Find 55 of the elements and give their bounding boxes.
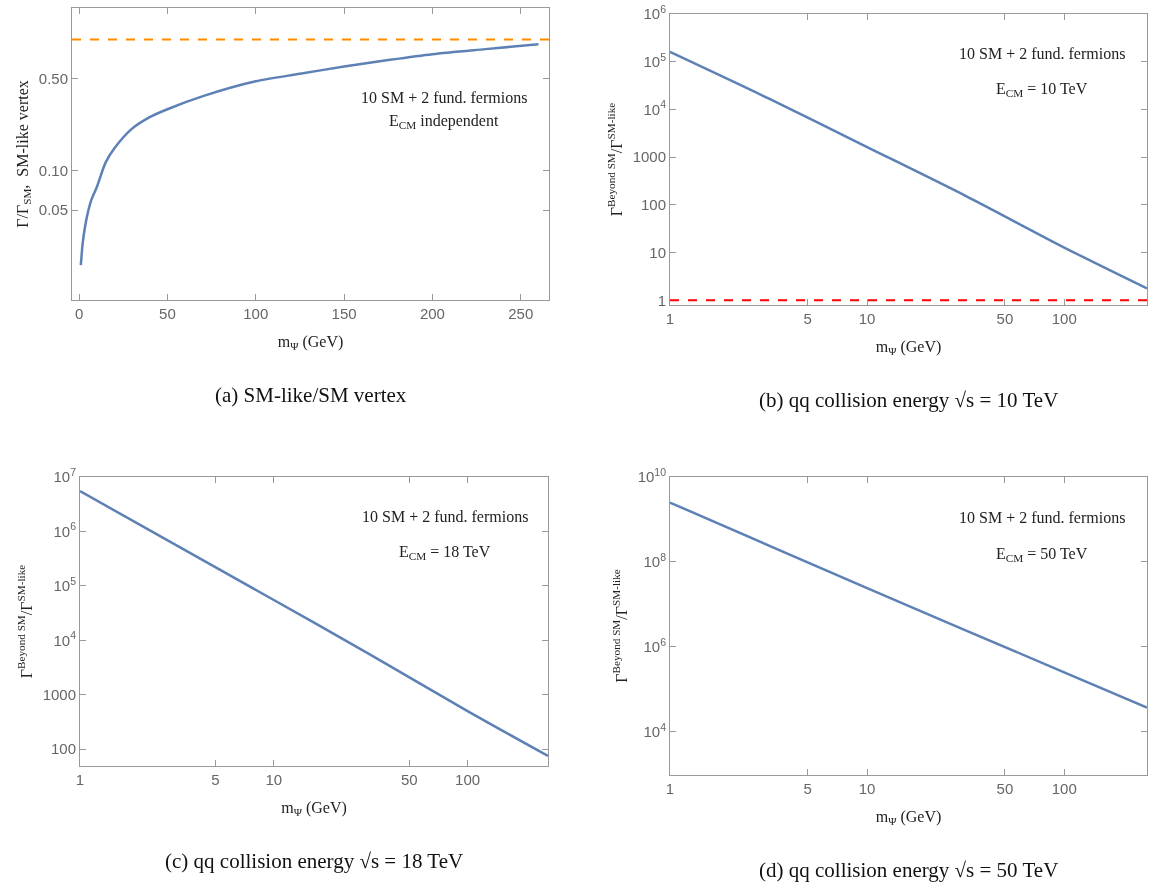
- line-series: [79, 43, 540, 267]
- x-tick-label: 100: [455, 771, 481, 788]
- x-axis-title: m$_{Ψ}$ (GeV): [281, 798, 347, 819]
- y-tick-label: 10$^{5}$: [643, 50, 667, 70]
- annotation: 10 SM + 2 fund. fermions: [361, 89, 528, 106]
- annotation: E$_{CM}$ = 10 TeV: [996, 80, 1088, 100]
- y-tick-label: 10$^{4}$: [53, 629, 77, 649]
- x-tick-label: 5: [211, 771, 220, 788]
- y-tick-label: 10$^{7}$: [53, 465, 77, 486]
- x-tick-label: 0: [74, 305, 84, 322]
- annotation: E$_{CM}$ = 18 TeV: [399, 543, 491, 563]
- y-tick-label: 10$^{10}$: [637, 465, 667, 486]
- text: (b) qq collision energy √s = 10 TeV: [759, 388, 1059, 412]
- x-tick-label: 50: [996, 310, 1014, 327]
- annotation: E$_{CM}$ independent: [389, 112, 499, 132]
- y-tick-label: 10$^{8}$: [643, 550, 667, 571]
- text: (a) SM-like/SM vertex: [215, 383, 407, 407]
- x-tick-label: 100: [1051, 780, 1077, 797]
- y-tick-label: 0.10: [38, 161, 68, 179]
- text: (c) qq collision energy √s = 18 TeV: [165, 849, 464, 873]
- x-tick-label: 10: [858, 780, 876, 797]
- y-tick-label: 10$^{5}$: [53, 574, 77, 595]
- y-tick-label: 10$^{4}$: [643, 720, 667, 740]
- x-tick-label: 10: [265, 771, 283, 788]
- y-tick-label: 10: [649, 243, 666, 261]
- x-axis-title: m$_{Ψ}$ (GeV): [277, 332, 344, 353]
- x-tick-label: 50: [996, 780, 1014, 797]
- x-tick-label: 150: [331, 305, 357, 322]
- y-tick-label: 1: [657, 291, 666, 309]
- x-tick-label: 100: [243, 305, 269, 322]
- text: (d) qq collision energy √s = 50 TeV: [759, 858, 1059, 882]
- y-tick-label: 10$^{4}$: [643, 98, 667, 118]
- x-tick-label: 50: [400, 771, 418, 788]
- y-tick-label: 100: [50, 740, 76, 758]
- annotation: 10 SM + 2 fund. fermions: [959, 45, 1126, 62]
- x-tick-label: 5: [803, 310, 812, 327]
- x-tick-label: 10: [858, 310, 876, 327]
- y-tick-label: 1000: [42, 685, 76, 703]
- x-tick-label: 50: [159, 305, 176, 322]
- y-tick-label: 10$^{6}$: [643, 2, 667, 23]
- y-tick-label: 1000: [632, 148, 666, 166]
- x-tick-label: 200: [419, 305, 445, 322]
- x-axis-title: m$_{Ψ}$ (GeV): [875, 337, 942, 358]
- x-tick-label: 100: [1051, 310, 1077, 327]
- y-tick-label: 10$^{6}$: [643, 635, 667, 655]
- y-tick-label: 10$^{6}$: [53, 520, 77, 540]
- x-tick-label: 250: [508, 305, 534, 322]
- annotation: 10 SM + 2 fund. fermions: [362, 508, 529, 525]
- x-axis-title: m$_{Ψ}$ (GeV): [875, 807, 942, 828]
- y-tick-label: 100: [640, 196, 666, 214]
- y-tick-label: 0.50: [38, 70, 68, 88]
- x-tick-label: 5: [803, 780, 812, 797]
- y-tick-label: 0.05: [38, 201, 68, 219]
- annotation: E$_{CM}$ = 50 TeV: [996, 545, 1088, 565]
- annotation: 10 SM + 2 fund. fermions: [959, 509, 1126, 526]
